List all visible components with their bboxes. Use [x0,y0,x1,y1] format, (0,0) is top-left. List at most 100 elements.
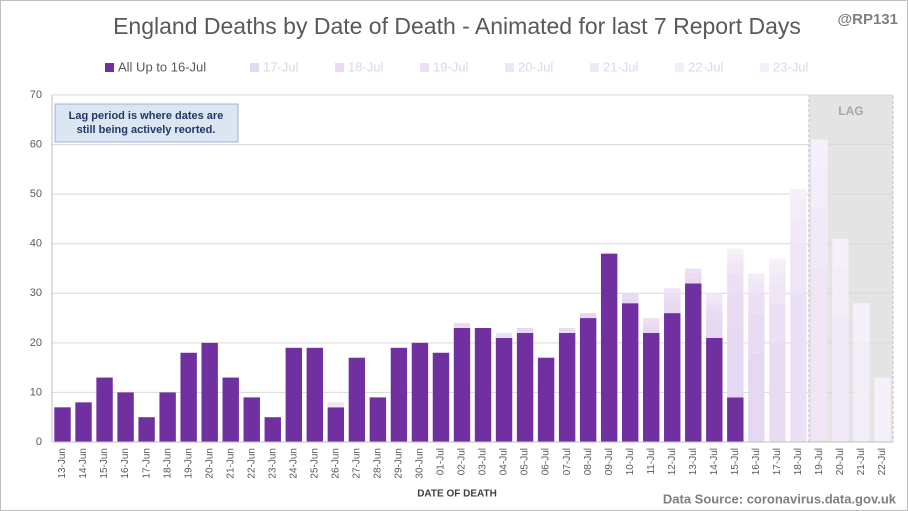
y-tick-label: 20 [30,337,42,349]
x-tick-label: 18-Jun [162,448,173,479]
x-tick-label: 24-Jun [288,448,299,479]
note-text: Lag period is where dates are [69,110,224,122]
bar-segment [685,273,702,279]
bar-segment [769,342,786,442]
bar-segment [748,283,765,294]
bar-segment [832,268,849,319]
legend-swatch [420,63,429,72]
bar-segment [748,293,765,314]
bar-segment [811,139,828,170]
source: Data Source: coronavirus.data.gov.uk [663,491,897,506]
x-tick-label: 26-Jun [330,448,341,479]
bar-segment [769,258,786,264]
bar-segment [832,238,849,269]
x-tick-label: 25-Jun [309,448,320,479]
bar-segment [727,253,744,259]
bar-segment [54,407,71,442]
legend-label: 22-Jul [688,59,724,74]
bar-segment [874,377,891,442]
bar-segment [811,268,828,442]
x-tick-label: 20-Jul [835,448,846,475]
bar-segment [390,347,408,442]
bar-segment [201,342,218,442]
bar-segment [727,327,744,398]
x-tick-label: 21-Jul [856,448,867,475]
legend-swatch [760,63,769,72]
legend-label: 23-Jul [773,59,809,74]
bar-segment [748,278,765,284]
credit: @RP131 [838,11,899,28]
bar-segment [243,397,260,442]
bar-segment [264,417,281,442]
legend-label: 20-Jul [518,59,554,74]
x-tick-label: 13-Jul [688,448,699,475]
bar-segment [285,347,302,442]
bar-segment [769,283,786,304]
x-tick-label: 11-Jul [646,448,657,475]
y-tick-label: 60 [30,138,42,150]
bar-segment [643,327,660,333]
bar-segment [706,293,723,299]
lag-label: LAG [838,104,863,118]
bar-segment [685,283,702,442]
bar-segment [664,293,681,299]
x-tick-label: 29-Jun [394,448,405,479]
legend-label: 21-Jul [603,59,639,74]
bar-segment [706,308,723,319]
bar-segment [727,248,744,254]
bar-segment [727,293,744,328]
bar-segment [748,313,765,353]
bar-segment [643,323,660,328]
bar-segment [348,357,366,442]
legend-swatch [105,63,114,72]
bar-segment [600,253,618,442]
x-tick-label: 18-Jul [793,448,804,475]
bar-segment [516,327,534,333]
bar-segment [621,298,639,304]
bar-segment [664,313,681,442]
legend-label: 19-Jul [433,59,469,74]
bar-segment [579,318,597,442]
x-axis-title: DATE OF DEATH [417,489,497,500]
y-tick-label: 10 [30,386,42,398]
x-tick-label: 20-Jun [204,448,215,479]
x-tick-label: 19-Jun [183,448,194,479]
bar-segment [558,327,576,333]
bar-segment [643,318,660,324]
bar-segment [138,417,155,442]
bar-segment [453,323,471,328]
bar-segment [558,332,576,442]
bar-segment [769,303,786,343]
bar-segment [117,392,134,442]
x-tick-label: 22-Jun [246,448,257,479]
bar-segment [706,337,723,442]
bar-segment [96,377,113,442]
bar-segment [748,352,765,442]
x-tick-label: 21-Jun [225,448,236,479]
bar-segment [727,258,744,264]
bar-segment [790,199,807,219]
legend-swatch [590,63,599,72]
y-tick-label: 40 [30,238,42,250]
x-tick-label: 17-Jul [772,448,783,475]
bar-segment [790,218,807,244]
bar-segment [643,332,660,442]
bar-segment [727,263,744,274]
x-tick-label: 16-Jun [120,448,131,479]
y-tick-label: 0 [36,436,42,448]
bar-segment [495,332,513,338]
bar-segment [790,293,807,442]
legend-swatch [335,63,344,72]
legend-label: 17-Jul [263,59,299,74]
bar-segment [664,288,681,294]
x-tick-label: 03-Jul [478,448,489,475]
bar-segment [180,352,197,442]
x-tick-label: 14-Jun [78,448,89,479]
x-tick-label: 30-Jun [415,448,426,479]
bar-segment [664,298,681,304]
bar-segment [579,313,597,319]
note-box [54,103,239,143]
bar-segment [727,273,744,294]
bar-segment [811,169,828,210]
